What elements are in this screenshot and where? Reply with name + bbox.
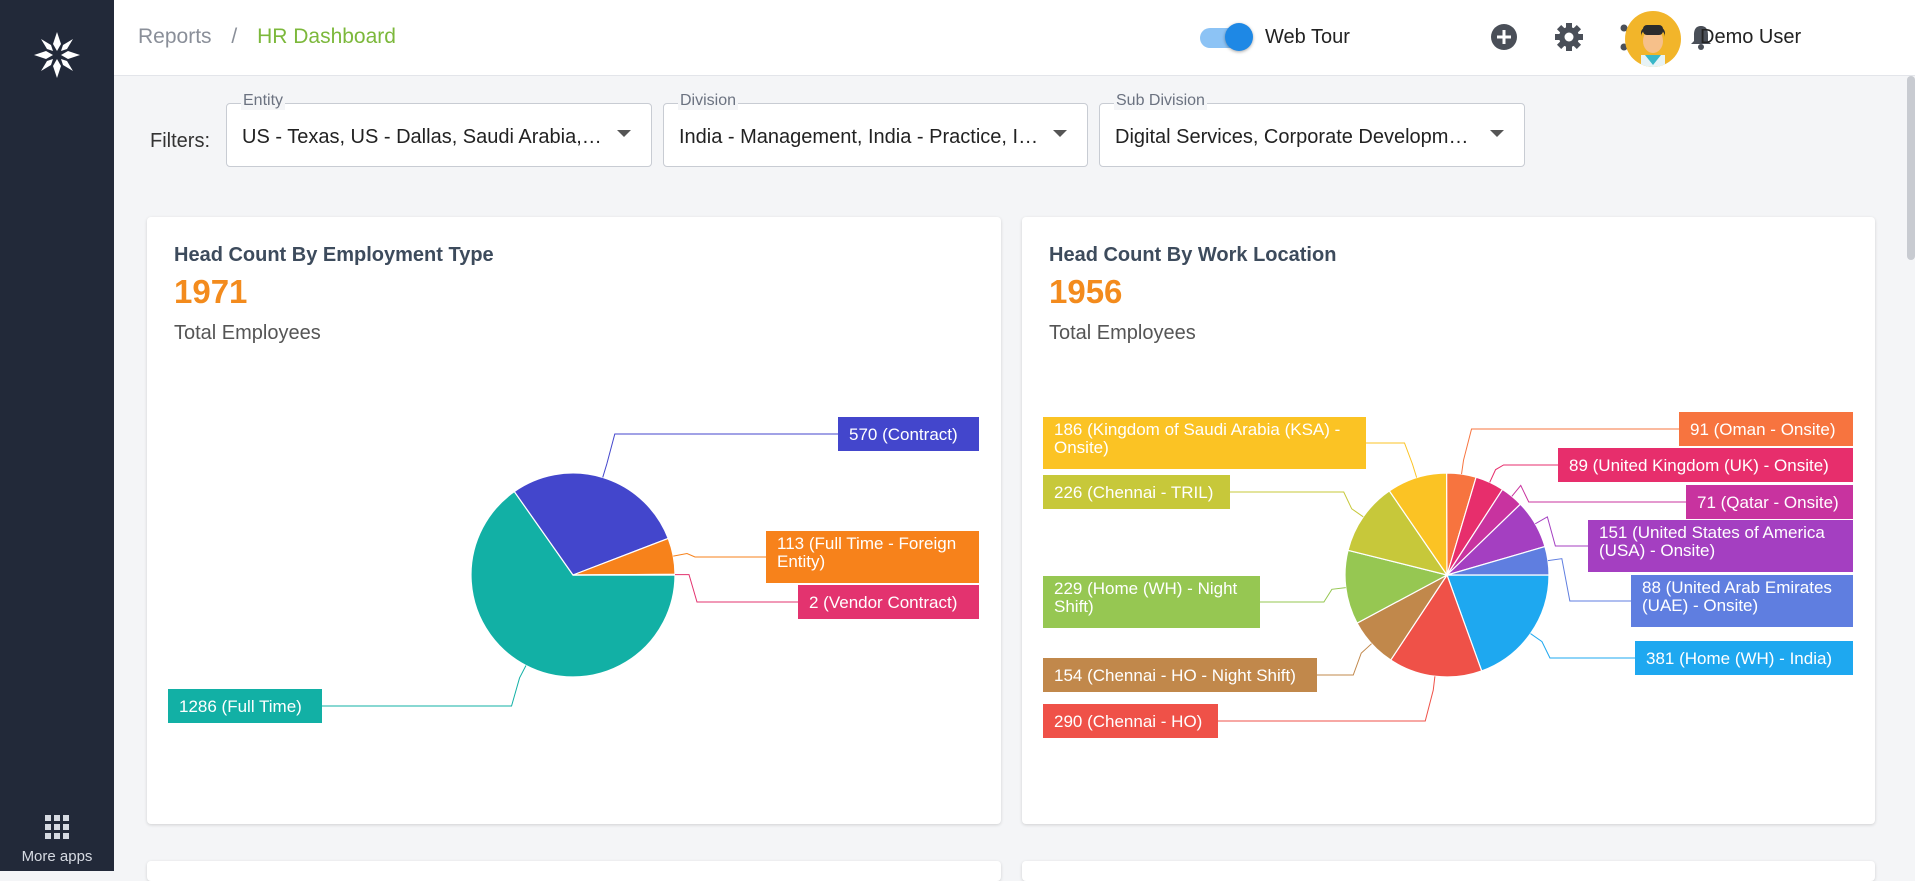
page-scrollbar[interactable] bbox=[1907, 76, 1915, 260]
user-name[interactable]: Demo User bbox=[1700, 26, 1802, 48]
data-label: 229 (Home (WH) - Night Shift) bbox=[1054, 579, 1238, 616]
leader-line bbox=[602, 433, 838, 478]
leader-line bbox=[1260, 587, 1346, 603]
work-location-card: Head Count By Work Location 1956 Total E… bbox=[1022, 217, 1875, 824]
data-label-box bbox=[1679, 412, 1853, 446]
entity-filter-label: Entity bbox=[241, 92, 286, 110]
data-label: 154 (Chennai - HO - Night Shift) bbox=[1054, 666, 1296, 685]
breadcrumb: Reports / HR Dashboard bbox=[138, 25, 396, 49]
bell-icon[interactable] bbox=[1684, 20, 1718, 54]
card-subtitle: Total Employees bbox=[1049, 322, 1196, 344]
breadcrumb-reports-link[interactable]: Reports bbox=[138, 25, 212, 48]
next-card-stub bbox=[147, 861, 1001, 881]
work-location-pie-chart: 381 (Home (WH) - India) 290 (Chennai - HO… bbox=[1043, 412, 1853, 738]
data-label: 381 (Home (WH) - India) bbox=[1646, 649, 1832, 668]
top-bar: Reports / HR Dashboard bbox=[114, 0, 1915, 76]
pie-slice[interactable] bbox=[1347, 490, 1449, 576]
leader-line bbox=[1535, 516, 1588, 547]
data-label-box bbox=[1558, 448, 1853, 482]
leader-line bbox=[1547, 558, 1631, 602]
data-label-box bbox=[798, 585, 979, 619]
pie-slice[interactable] bbox=[1344, 549, 1449, 624]
breadcrumb-current: HR Dashboard bbox=[257, 25, 396, 48]
gear-icon[interactable] bbox=[1552, 20, 1586, 54]
sub-division-filter-select[interactable]: Sub Division Digital Services, Corporate… bbox=[1099, 92, 1525, 167]
data-label: 226 (Chennai - TRIL) bbox=[1054, 483, 1213, 502]
leader-line bbox=[1366, 442, 1418, 478]
data-label: 88 (United Arab Emirates (UAE) - Onsite) bbox=[1642, 578, 1832, 615]
data-label-box bbox=[1043, 658, 1317, 692]
card-total: 1971 bbox=[174, 273, 248, 310]
entity-filter-value: US - Texas, US - Dallas, Saudi Arabia, U… bbox=[242, 126, 605, 148]
leader-line bbox=[1530, 633, 1635, 659]
data-label-box bbox=[1686, 485, 1853, 519]
chevron-down-icon bbox=[1490, 130, 1504, 137]
data-label: 570 (Contract) bbox=[849, 425, 958, 444]
leader-line bbox=[1218, 676, 1436, 722]
data-label: 290 (Chennai - HO) bbox=[1054, 712, 1202, 731]
more-apps-label: More apps bbox=[21, 848, 93, 865]
card-subtitle: Total Employees bbox=[174, 322, 321, 344]
app-logo-icon[interactable] bbox=[32, 30, 82, 80]
chevron-down-icon bbox=[1053, 130, 1067, 137]
employment-type-pie-chart: 1286 (Full Time) 570 (Contract) 113 (Full … bbox=[168, 417, 979, 723]
apps-grid-icon bbox=[45, 815, 69, 839]
data-label: 89 (United Kingdom (UK) - Onsite) bbox=[1569, 456, 1829, 475]
data-label-box bbox=[1043, 475, 1230, 509]
data-label-box bbox=[838, 417, 979, 451]
web-tour-label: Web Tour bbox=[1265, 26, 1350, 48]
leader-line bbox=[673, 552, 766, 558]
data-label-box bbox=[1635, 641, 1853, 675]
leader-line bbox=[322, 665, 527, 707]
data-label-box bbox=[1043, 417, 1366, 469]
filters-label: Filters: bbox=[150, 130, 210, 152]
pie-slice[interactable] bbox=[1389, 573, 1483, 678]
toggle-knob bbox=[1225, 23, 1253, 51]
leader-line bbox=[1511, 484, 1686, 503]
division-filter-label: Division bbox=[678, 92, 739, 110]
card-title: Head Count By Employment Type bbox=[174, 244, 494, 266]
pie-slice[interactable] bbox=[572, 573, 676, 576]
data-label-box bbox=[1043, 576, 1260, 628]
data-label: 113 (Full Time - Foreign Entity) bbox=[777, 534, 956, 571]
next-card-stub bbox=[1022, 861, 1875, 881]
data-label: 91 (Oman - Onsite) bbox=[1690, 420, 1836, 439]
entity-filter-select[interactable]: Entity US - Texas, US - Dallas, Saudi Ar… bbox=[226, 92, 652, 167]
data-label-box bbox=[766, 531, 979, 583]
data-label-box bbox=[168, 689, 322, 723]
division-filter-value: India - Management, India - Practice, In… bbox=[679, 126, 1041, 148]
web-tour-toggle[interactable] bbox=[1198, 23, 1254, 51]
add-circle-icon[interactable] bbox=[1487, 20, 1521, 54]
pie-slice[interactable] bbox=[470, 490, 676, 678]
data-label: 71 (Qatar - Onsite) bbox=[1697, 493, 1839, 512]
breadcrumb-separator: / bbox=[231, 25, 238, 48]
leader-line bbox=[674, 574, 798, 603]
app-sidebar: More apps bbox=[0, 0, 114, 871]
card-title: Head Count By Work Location bbox=[1049, 244, 1337, 266]
data-label: 186 (Kingdom of Saudi Arabia (KSA) -Onsi… bbox=[1054, 420, 1340, 457]
user-avatar[interactable] bbox=[1625, 11, 1681, 67]
pie-slice[interactable] bbox=[513, 472, 669, 576]
division-filter-select[interactable]: Division India - Management, India - Pra… bbox=[663, 92, 1088, 167]
data-label-box bbox=[1043, 704, 1218, 738]
leader-line bbox=[1461, 428, 1679, 475]
data-label-box bbox=[1588, 520, 1853, 572]
employment-type-card: Head Count By Employment Type 1971 Total… bbox=[147, 217, 1001, 824]
chevron-down-icon bbox=[617, 130, 631, 137]
more-apps-button[interactable]: More apps bbox=[0, 814, 114, 865]
leader-line bbox=[1317, 643, 1372, 676]
leader-line bbox=[1489, 464, 1558, 483]
data-label: 2 (Vendor Contract) bbox=[809, 593, 957, 612]
data-label: 151 (United States of America (USA) - Ons… bbox=[1599, 523, 1825, 560]
card-total: 1956 bbox=[1049, 273, 1123, 310]
data-label: 1286 (Full Time) bbox=[179, 697, 302, 716]
pie-slice[interactable] bbox=[1446, 574, 1550, 672]
sub-division-filter-label: Sub Division bbox=[1114, 92, 1207, 110]
avatar-person-icon bbox=[1641, 25, 1665, 67]
data-label-box bbox=[1631, 575, 1853, 627]
leader-line bbox=[1230, 491, 1364, 518]
sub-division-filter-value: Digital Services, Corporate Development,… bbox=[1115, 126, 1478, 148]
